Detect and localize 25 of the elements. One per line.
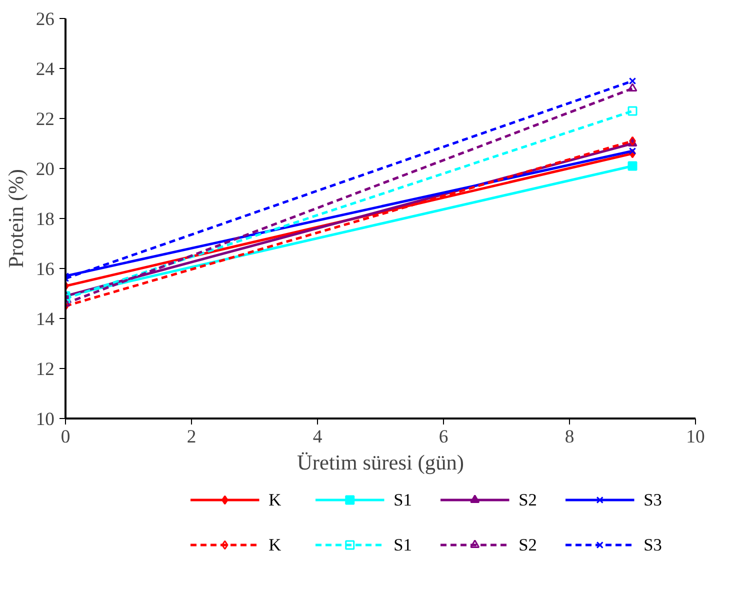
legend-label: K: [268, 490, 282, 510]
legend-label: S1: [394, 490, 412, 510]
y-tick-label: 26: [36, 9, 54, 30]
y-tick-label: 24: [36, 59, 56, 80]
legend-label: S3: [644, 490, 662, 510]
y-tick-label: 12: [36, 359, 54, 380]
y-tick-label: 14: [36, 309, 56, 330]
x-tick-label: 8: [564, 426, 574, 448]
y-tick-label: 20: [36, 159, 54, 180]
x-axis-title: Üretim süresi (gün): [296, 450, 464, 474]
x-tick-label: 2: [186, 426, 196, 448]
legend-label: S1: [394, 536, 412, 554]
x-tick-label: 10: [686, 426, 705, 448]
x-tick-label: 4: [312, 426, 323, 448]
y-axis-title: Protein (%): [4, 169, 28, 268]
y-tick-label: 16: [36, 259, 54, 280]
y-tick-label: 22: [36, 109, 54, 130]
y-tick-label: 10: [36, 409, 54, 430]
x-tick-label: 6: [438, 426, 448, 448]
legend-label: S3: [644, 536, 662, 554]
x-tick-label: 0: [60, 426, 70, 448]
legend-label: S2: [518, 490, 537, 510]
legend-label: S2: [518, 536, 537, 554]
y-tick-label: 18: [36, 209, 54, 230]
legend-label: K: [268, 536, 282, 554]
